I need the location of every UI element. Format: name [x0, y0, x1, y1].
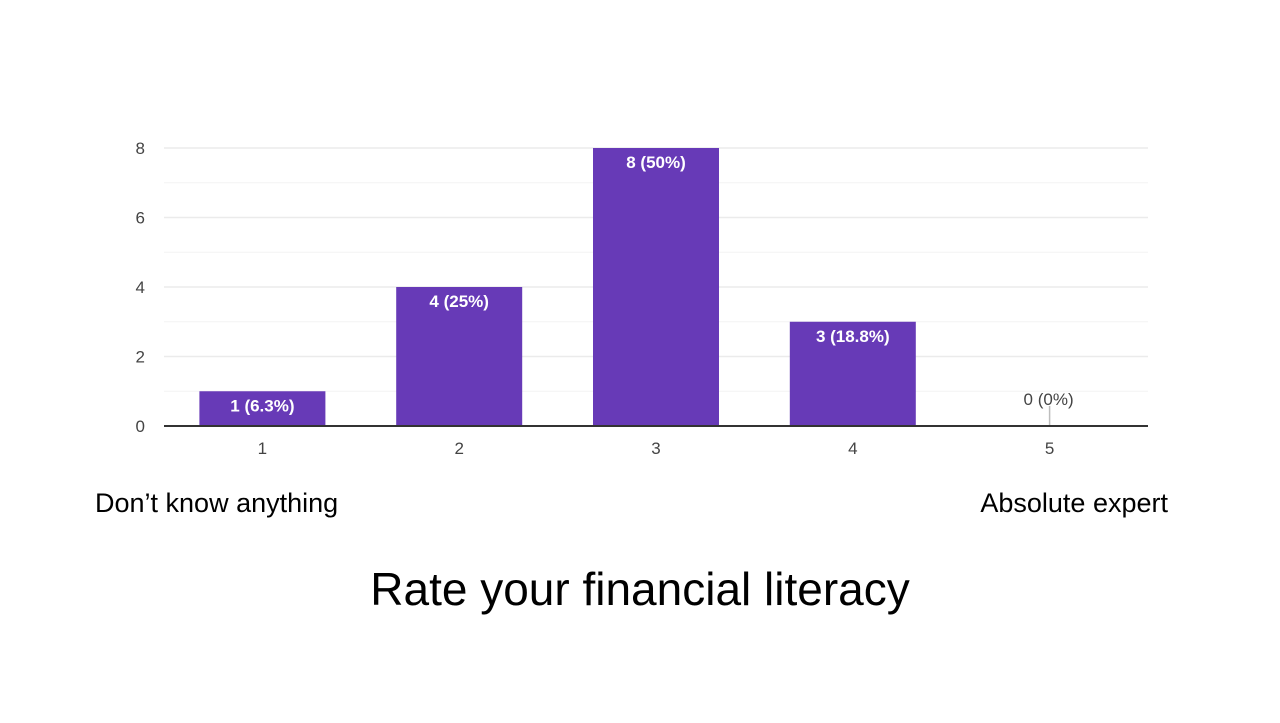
bar-data-label: 3 (18.8%)	[816, 327, 890, 346]
bar-data-label: 0 (0%)	[1024, 390, 1074, 409]
bar	[396, 287, 523, 426]
y-tick-label: 4	[136, 278, 145, 297]
bar-data-label: 8 (50%)	[626, 153, 686, 172]
bar	[199, 391, 326, 426]
bars	[199, 148, 1051, 426]
x-tick-label: 2	[454, 439, 463, 458]
labels: 0 2 4 6 8 1 (6.3%) 1 4 (25%) 2 8 (50%) 3 3 (18.8%) 4…	[136, 139, 1074, 458]
bar	[593, 148, 719, 426]
bar-data-label: 1 (6.3%)	[230, 396, 294, 415]
y-tick-label: 6	[136, 209, 145, 228]
scale-low-label: Don’t know anything	[95, 488, 339, 518]
y-tick-label: 0	[136, 417, 145, 436]
x-tick-label: 5	[1045, 439, 1054, 458]
x-tick-label: 1	[258, 439, 267, 458]
x-tick-label: 4	[848, 439, 857, 458]
scale-high-label: Absolute expert	[980, 488, 1168, 518]
bar	[789, 321, 916, 426]
x-tick-label: 3	[651, 439, 660, 458]
y-tick-label: 8	[136, 139, 145, 158]
y-tick-label: 2	[136, 348, 145, 367]
bar-data-label: 4 (25%)	[429, 292, 489, 311]
chart-title: Rate your financial literacy	[370, 563, 910, 615]
